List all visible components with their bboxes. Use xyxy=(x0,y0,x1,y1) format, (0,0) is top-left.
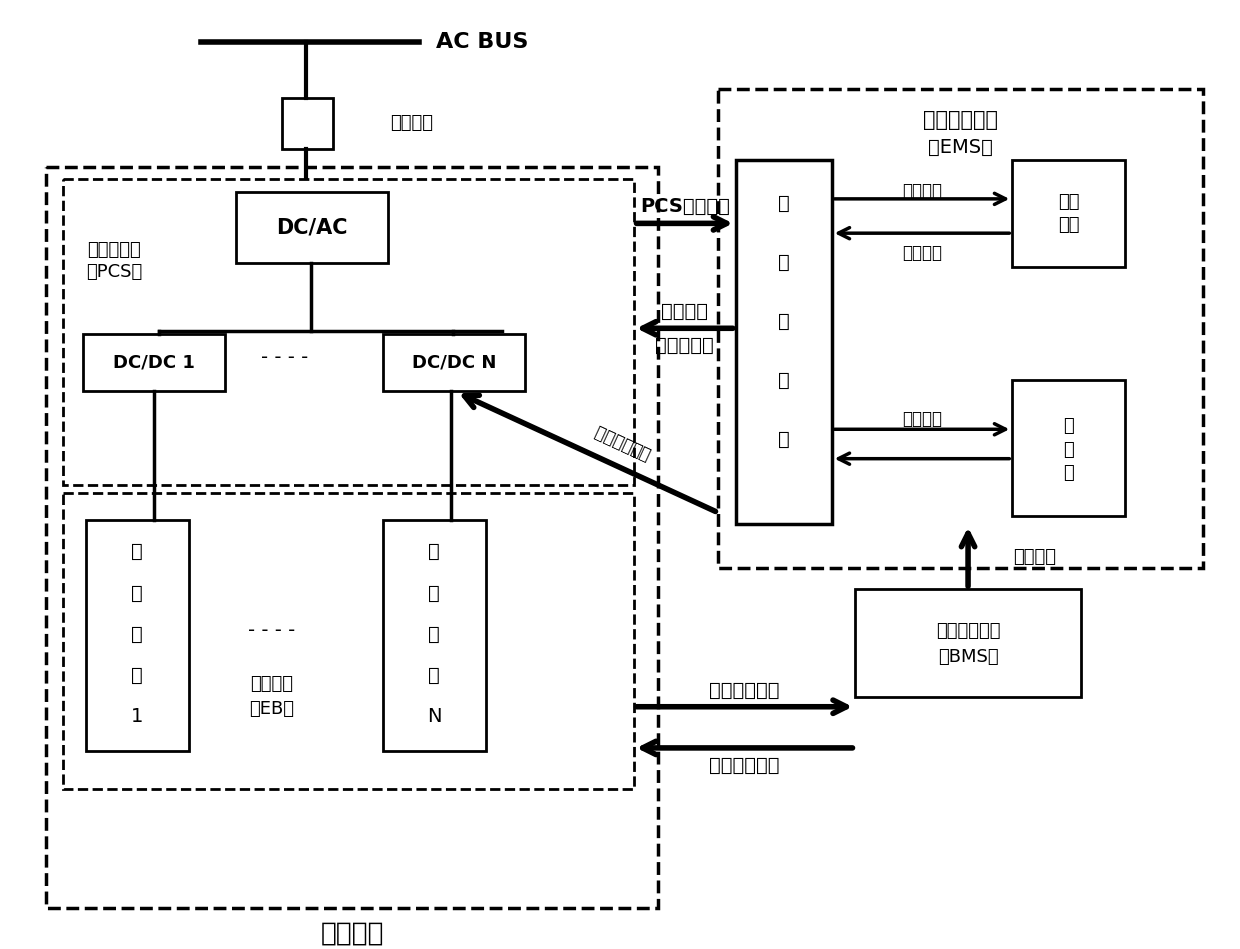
Bar xyxy=(383,334,525,391)
Bar xyxy=(46,167,658,908)
Bar xyxy=(63,493,634,790)
Text: 电: 电 xyxy=(428,624,440,643)
Bar xyxy=(1012,381,1125,515)
Text: 充放电策略: 充放电策略 xyxy=(655,337,714,356)
Text: 电池运行数据: 电池运行数据 xyxy=(709,680,780,699)
Text: 储: 储 xyxy=(428,542,440,561)
Text: 能: 能 xyxy=(131,584,143,603)
Text: DC/DC N: DC/DC N xyxy=(412,354,496,372)
Text: 电池管理系统: 电池管理系统 xyxy=(936,623,1001,641)
Text: PCS运行数据: PCS运行数据 xyxy=(640,197,729,216)
Text: 保护控制命令: 保护控制命令 xyxy=(709,756,780,775)
Text: 池: 池 xyxy=(131,666,143,685)
Text: 据: 据 xyxy=(1063,441,1074,459)
Text: （EB）: （EB） xyxy=(249,699,294,717)
Text: 储能电池: 储能电池 xyxy=(250,675,294,693)
Bar xyxy=(383,520,486,751)
Text: （BMS）: （BMS） xyxy=(937,648,998,666)
Bar xyxy=(63,179,634,485)
Bar xyxy=(735,159,832,525)
Text: DC/DC 1: DC/DC 1 xyxy=(113,354,195,372)
Text: 电: 电 xyxy=(131,624,143,643)
Text: N: N xyxy=(427,707,441,726)
Bar xyxy=(1012,159,1125,268)
Text: 界面: 界面 xyxy=(1058,216,1079,234)
Text: 储: 储 xyxy=(131,542,143,561)
Text: 支路开关: 支路开关 xyxy=(389,115,433,132)
Text: 池: 池 xyxy=(428,666,440,685)
Text: AC BUS: AC BUS xyxy=(435,32,528,52)
Text: 机: 机 xyxy=(777,430,790,449)
Text: 储能监控系统: 储能监控系统 xyxy=(924,110,998,130)
Text: - - - -: - - - - xyxy=(248,621,295,640)
Text: 电池信息: 电池信息 xyxy=(1013,548,1056,566)
Text: 保护控制命令: 保护控制命令 xyxy=(590,421,652,463)
Bar xyxy=(856,589,1081,697)
Text: 储能变流器: 储能变流器 xyxy=(87,241,141,259)
Bar xyxy=(236,192,388,263)
Text: 库: 库 xyxy=(1063,464,1074,482)
Text: - - - -: - - - - xyxy=(262,348,309,367)
Text: 储能单元: 储能单元 xyxy=(321,921,384,946)
Bar xyxy=(281,98,332,149)
Text: 理: 理 xyxy=(777,371,790,390)
Text: 管: 管 xyxy=(777,312,790,331)
Text: 监控: 监控 xyxy=(1058,193,1079,211)
Text: 控制指令: 控制指令 xyxy=(901,244,942,262)
Bar xyxy=(83,334,224,391)
Text: 能: 能 xyxy=(428,584,440,603)
Text: 1: 1 xyxy=(131,707,144,726)
Text: DC/AC: DC/AC xyxy=(275,217,347,237)
Text: 实时数据: 实时数据 xyxy=(901,182,942,200)
Text: 数: 数 xyxy=(1063,418,1074,436)
Bar xyxy=(86,520,188,751)
Bar xyxy=(718,89,1203,568)
Text: （EMS）: （EMS） xyxy=(929,139,993,158)
Text: 运行数据: 运行数据 xyxy=(901,411,942,428)
Text: 信: 信 xyxy=(777,253,790,272)
Text: 通: 通 xyxy=(777,195,790,214)
Text: （PCS）: （PCS） xyxy=(86,264,143,282)
Text: 工作模式: 工作模式 xyxy=(661,302,708,321)
